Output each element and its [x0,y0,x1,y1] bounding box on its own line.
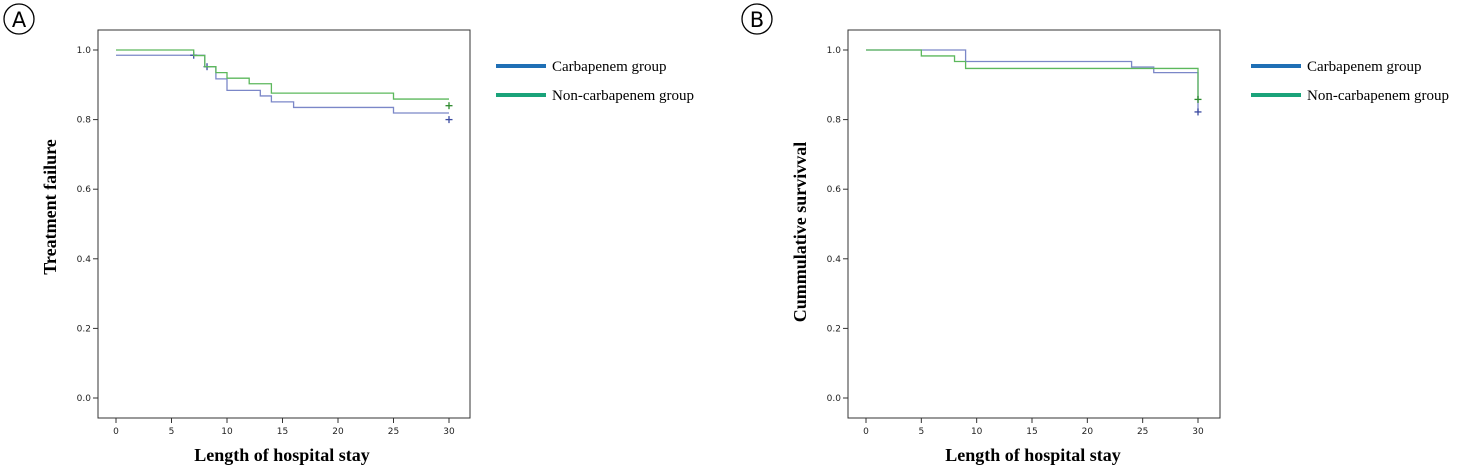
legend-label: Non-carbapenem group [552,88,694,104]
y-tick-label: 0.4 [77,255,92,265]
series-line-non-carbapenem [116,49,449,100]
series-line-carbapenem [866,49,1199,113]
legend-label: Non-carbapenem group [1307,88,1449,104]
legend-label: Carbapenem group [1307,59,1422,75]
x-tick-label: 5 [918,427,924,437]
x-tick-label: 10 [971,427,983,437]
series-lines-b [866,49,1202,116]
series-line-carbapenem [116,54,449,114]
x-tick-label: 0 [863,427,869,437]
y-tick-label: 0.8 [827,116,842,126]
y-tick-label: 0.2 [77,324,91,334]
y-tick-label: 0.0 [827,394,842,404]
x-axis-title-b: Length of hospital stay [945,445,1121,465]
x-tick-label: 25 [1137,427,1148,437]
x-tick-label: 5 [169,427,175,437]
panel-letter-circle-b [741,3,773,35]
plot-frame-a [97,29,471,419]
x-tick-label: 10 [221,427,233,437]
y-tick-label: 0.6 [827,185,842,195]
y-tick-label: 0.8 [77,116,92,126]
x-tick-label: 0 [113,427,119,437]
y-tick-label: 1.0 [77,46,92,56]
series-line-non-carbapenem [866,49,1199,99]
x-tick-label: 25 [388,427,399,437]
panel-letter-a: A [12,8,27,32]
y-tick-label: 0.6 [77,185,92,195]
y-tick-label: 1.0 [827,46,842,56]
x-tick-label: 30 [443,427,455,437]
x-tick-label: 15 [1026,427,1037,437]
y-tick-label: 0.0 [77,394,92,404]
series-lines-a [116,49,453,124]
axis-ticks-b: 0 5 10 15 20 25 30 0.0 0.2 0.4 0.6 0.8 1.0 [827,46,1204,437]
legend-label: Carbapenem group [552,59,667,75]
plot-frame-b [847,29,1221,419]
x-tick-label: 20 [332,427,344,437]
x-tick-label: 15 [277,427,288,437]
x-tick-label: 20 [1082,427,1094,437]
panel-letter-b: B [750,8,764,32]
y-axis-title-a: Treatment failure [40,139,60,274]
x-axis-title-a: Length of hospital stay [194,445,370,465]
panel-b: B 0 5 10 15 20 25 30 0.0 0.2 0.4 0.6 0.8 1.0 Length … [741,3,1449,465]
panel-a: A 0 5 10 15 20 25 30 0.0 0.2 0.4 0.6 0.8 1.0 Length … [3,3,694,465]
axis-ticks-a: 0 5 10 15 20 25 30 0.0 0.2 0.4 0.6 0.8 1.0 [77,46,455,437]
y-tick-label: 0.4 [827,255,842,265]
legend-a: Carbapenem group Non-carbapenem group [496,59,694,104]
panel-letter-circle-a [3,3,35,35]
legend-b: Carbapenem group Non-carbapenem group [1251,59,1449,104]
x-tick-label: 30 [1192,427,1204,437]
y-tick-label: 0.2 [827,324,841,334]
y-axis-title-b: Cummulative survivval [790,142,810,323]
